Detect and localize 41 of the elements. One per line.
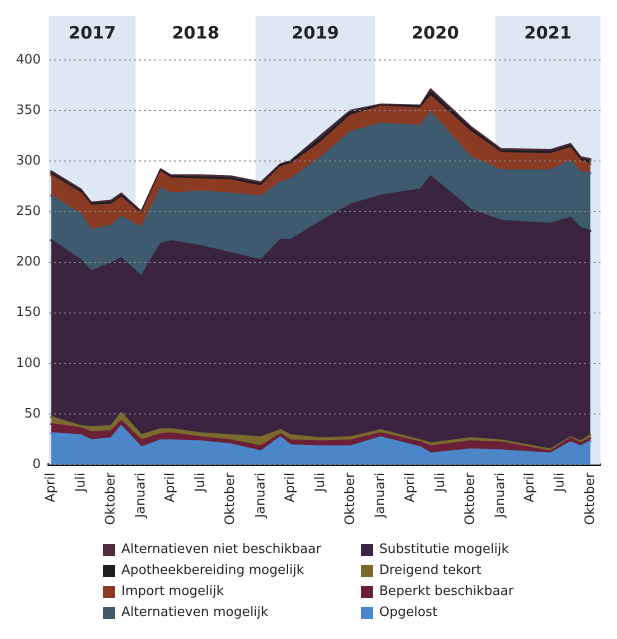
band-label: 2021 [524,23,572,44]
band-label: 2019 [292,23,340,44]
x-tick-label: April [282,472,298,502]
x-tick-label: Juli [432,472,448,493]
x-tick-label: Januari [373,472,388,519]
x-tick-label: Juli [312,472,328,493]
x-tick-label: Juli [193,472,208,493]
x-tick-label: April [522,472,538,502]
x-tick-label: Oktober [463,472,478,525]
legend-label: Apotheekbereiding mogelijk [121,563,304,578]
band-label: 2020 [412,23,460,44]
y-tick-label: 400 [16,52,41,68]
legend-label: Beperkt beschikbaar [379,584,514,599]
legend-label: Dreigend tekort [379,563,482,578]
x-tick-label: Oktober [582,472,598,525]
legend-label: Alternatieven niet beschikbaar [121,542,322,557]
x-tick-label: Januari [493,472,508,519]
x-tick-label: Juli [552,472,568,493]
x-tick-label: April [403,472,418,502]
x-tick-label: Januari [253,472,268,519]
band-label: 2017 [68,23,116,44]
x-tick-label: April [163,472,178,502]
x-tick-label: Oktober [342,472,358,525]
legend-label: Substitutie mogelijk [379,542,509,557]
y-tick-label: 200 [16,254,41,270]
y-tick-label: 100 [16,356,41,371]
y-tick-label: 300 [16,154,41,169]
legend-label: Opgelost [379,605,438,620]
x-tick-label: Januari [134,472,149,519]
legend-label: Import mogelijk [121,584,224,599]
x-tick-label: Juli [73,472,88,493]
y-tick-label: 0 [32,456,41,472]
x-tick-label: April [43,472,58,502]
y-tick-label: 250 [16,204,41,220]
band-label: 2018 [172,23,220,44]
y-tick-label: 50 [24,406,41,422]
legend-label: Alternatieven mogelijk [121,605,268,620]
y-tick-label: 150 [16,305,41,320]
x-tick-label: Oktober [223,472,238,525]
x-tick-label: Oktober [104,472,119,525]
y-tick-label: 350 [16,102,41,118]
